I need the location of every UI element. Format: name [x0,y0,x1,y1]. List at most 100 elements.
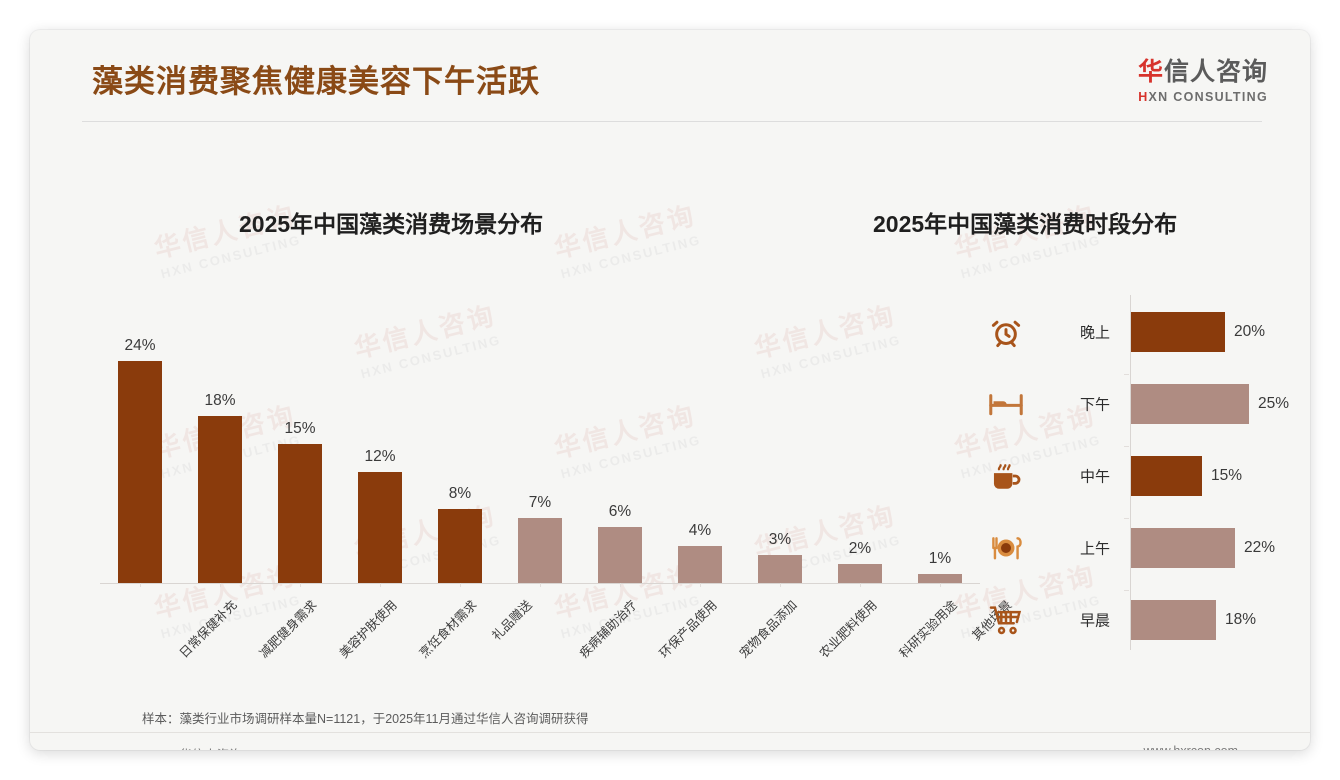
axis-tick [300,583,301,587]
bar-value-label: 3% [768,531,792,548]
axis-tick [700,583,701,587]
bar-value-label: 18% [204,392,236,409]
axis-tick [140,583,141,587]
logo-english-accent: H [1138,90,1149,104]
timeslot-bar-rect [1131,312,1225,352]
slide-header: 藻类消费聚焦健康美容下午活跃 华信人咨询 HXN CONSULTING [30,30,1310,122]
bar-rect [758,555,802,583]
timeslot-bar-rect [1131,384,1249,424]
axis-tick [860,583,861,587]
axis-tick [540,583,541,587]
bar-rect [278,444,322,583]
timeslot-label: 晚上 [1080,324,1111,342]
axis-tick [460,583,461,587]
bar-category-label: 农业肥料使用 [816,597,880,661]
bar-value-label: 2% [848,540,872,557]
bar-rect [438,509,482,583]
timeslot-label: 上午 [1080,540,1111,558]
timeslot-label: 中午 [1080,468,1111,486]
timeslot-label: 早晨 [1080,612,1111,630]
axis-tick [1124,374,1129,375]
bar-column: 1% [900,320,980,583]
brand-logo: 华信人咨询 HXN CONSULTING [1138,52,1268,104]
axis-tick [1124,518,1129,519]
timeslot-value-label: 20% [1234,323,1266,340]
bar-category-label: 日常保健补充 [176,597,240,661]
bar-rect [838,564,882,583]
bar-value-label: 1% [928,550,952,567]
bar-value-label: 7% [528,494,552,511]
bar-column: 3% [740,320,820,583]
timeslot-value-label: 15% [1211,467,1243,484]
timeslot-chart-axis [1130,295,1131,650]
bar-rect [598,527,642,583]
bar-category-label: 减肥健身需求 [256,597,320,661]
axis-tick [940,583,941,587]
timeslot-value-label: 18% [1225,611,1257,628]
timeslot-bar-rect [1131,600,1216,640]
bed-icon [986,384,1026,424]
bar-column: 8% [420,320,500,583]
timeslot-row: 中午 15% [970,446,1300,506]
logo-chinese: 华信人咨询 [1138,52,1268,88]
source-footnote: 样本：藻类行业市场调研样本量N=1121，于2025年11月通过华信人咨询调研获… [142,712,589,726]
bar-category-label: 烹饪食材需求 [416,597,480,661]
bar-rect [918,574,962,583]
bar-rect [358,472,402,583]
bar-value-label: 6% [608,503,632,520]
axis-tick [1124,446,1129,447]
bar-rect [118,361,162,583]
plate-cutlery-icon [986,528,1026,568]
bar-category-label: 礼品赠送 [489,597,535,644]
chart-right-title: 2025年中国藻类消费时段分布 [873,211,1178,237]
bar-column: 12% [340,320,420,583]
bar-value-label: 8% [448,485,472,502]
bar-column: 2% [820,320,900,583]
bar-column: 6% [580,320,660,583]
axis-tick [1124,590,1129,591]
bar-column: 18% [180,320,260,583]
coffee-mug-icon [986,456,1026,496]
alarm-clock-icon [986,312,1026,352]
shopping-cart-icon [986,600,1026,640]
scenario-bar-chart: 24% 18% 15% 12% 8% 7% 6% 4% 3% 2% 1% [100,320,980,583]
footer-website: www.hxrcon.com [1144,744,1238,750]
timeslot-bar-rect [1131,456,1202,496]
bar-rect [518,518,562,583]
bar-value-label: 12% [364,448,396,465]
bar-value-label: 15% [284,420,316,437]
timeslot-bar-rect [1131,528,1235,568]
bar-category-label: 环保产品使用 [656,597,720,661]
timeslot-row: 晚上 20% [970,302,1300,362]
footer-divider [30,732,1310,733]
bar-category-label: 科研实验用途 [896,597,960,661]
timeslot-row: 下午 25% [970,374,1300,434]
bar-column: 15% [260,320,340,583]
axis-tick [220,583,221,587]
axis-tick [380,583,381,587]
timeslot-row: 上午 22% [970,518,1300,578]
logo-chinese-accent: 华 [1137,58,1164,86]
bar-column: 7% [500,320,580,583]
bar-column: 24% [100,320,180,583]
bar-value-label: 24% [124,337,156,354]
timeslot-value-label: 22% [1244,539,1276,556]
axis-tick [620,583,621,587]
bar-category-label: 疾病辅助治疗 [576,597,640,661]
bar-category-label: 宠物食品添加 [736,597,800,661]
chart-left-title: 2025年中国藻类消费场景分布 [239,211,544,237]
logo-english-rest: XN CONSULTING [1148,90,1268,104]
slide-card: 华信人咨询 HXN CONSULTING 华信人咨询 HXN CONSULTING 华信… [30,30,1310,750]
bar-category-label: 美容护肤使用 [336,597,400,661]
bar-column: 4% [660,320,740,583]
axis-tick [780,583,781,587]
logo-english: HXN CONSULTING [1138,90,1268,104]
title-divider [82,121,1262,122]
bar-rect [678,546,722,583]
timeslot-row: 早晨 18% [970,590,1300,650]
timeslot-value-label: 25% [1258,395,1290,412]
timeslot-label: 下午 [1080,396,1111,414]
footer-copyright: ©2026.1 HXR华信人咨询 [102,744,242,750]
bar-value-label: 4% [688,522,712,539]
